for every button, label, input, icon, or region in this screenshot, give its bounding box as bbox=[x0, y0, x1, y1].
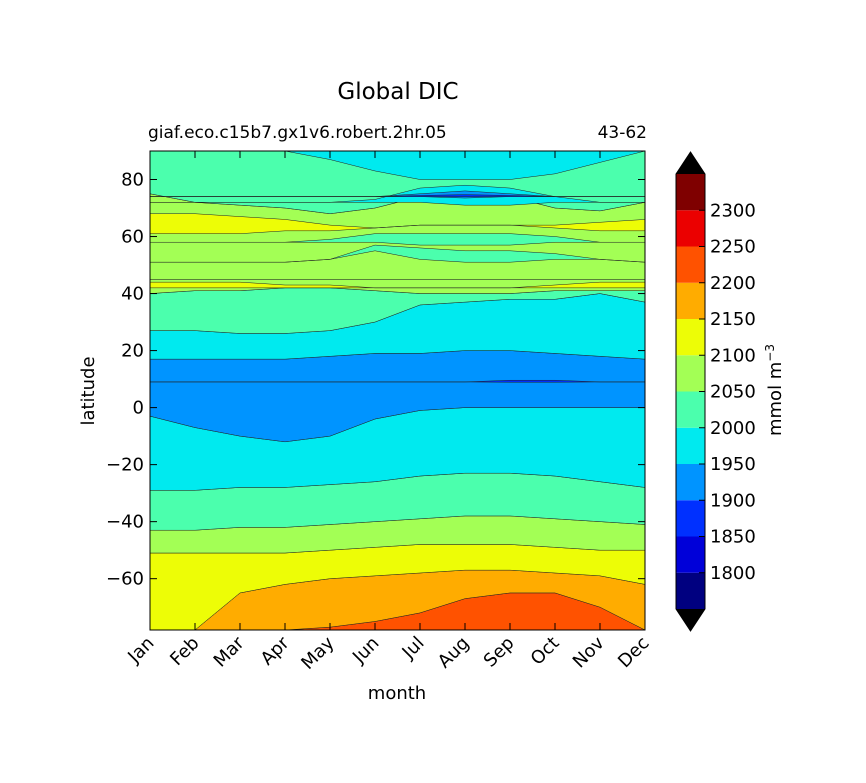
colorbar-segment bbox=[676, 174, 705, 211]
y-tick-label: 60 bbox=[121, 227, 144, 248]
y-tick-label: 0 bbox=[133, 398, 144, 419]
y-tick-label: −20 bbox=[106, 455, 144, 476]
y-axis-label: latitude bbox=[78, 356, 99, 425]
colorbar-segment bbox=[676, 536, 705, 573]
colorbar-segment bbox=[676, 464, 705, 501]
colorbar-tick-label: 2100 bbox=[710, 345, 756, 366]
colorbar-label-text: mmol m bbox=[765, 362, 786, 436]
contour-band-16 bbox=[150, 233, 645, 246]
colorbar-tick-label: 2300 bbox=[710, 200, 756, 221]
colorbar-tick-label: 1800 bbox=[710, 563, 756, 584]
colorbar: 1800 1850 1900 1950 2000 2050 2100 2150 2200 2250… bbox=[675, 151, 756, 632]
x-tick-label: Oct bbox=[527, 633, 564, 670]
contour-band-18 bbox=[150, 194, 645, 197]
colorbar-segment bbox=[676, 355, 705, 392]
colorbar-tick-label: 2000 bbox=[710, 418, 756, 439]
x-tick-label: May bbox=[297, 632, 338, 673]
contour-band-15 bbox=[150, 244, 645, 263]
colorbar-under-arrow bbox=[676, 609, 705, 631]
x-tick-label: Apr bbox=[257, 632, 294, 669]
colorbar-tick-label: 2200 bbox=[710, 273, 756, 294]
plot-frame bbox=[149, 150, 646, 631]
colorbar-tick-label: 2150 bbox=[710, 309, 756, 330]
colorbar-segment bbox=[676, 282, 705, 319]
x-tick-label: Sep bbox=[480, 633, 519, 672]
colorbar-label-exponent: −3 bbox=[763, 344, 777, 362]
y-axis: 80 60 40 20 0 −20 −40 −60 bbox=[106, 170, 645, 590]
plot-area bbox=[150, 151, 645, 630]
colorbar-segment bbox=[676, 210, 705, 247]
x-tick-label: Mar bbox=[210, 632, 249, 671]
x-tick-label: Jul bbox=[398, 633, 429, 664]
chart-title: Global DIC bbox=[337, 79, 458, 105]
x-tick-label: Aug bbox=[434, 633, 474, 673]
y-tick-label: −40 bbox=[106, 512, 144, 533]
colorbar-tick-label: 2050 bbox=[710, 382, 756, 403]
colorbar-tick-label: 2250 bbox=[710, 237, 756, 258]
colorbar-over-arrow bbox=[676, 152, 705, 174]
contour-band-19 bbox=[150, 379, 645, 383]
x-tick-label: Feb bbox=[166, 633, 203, 670]
y-tick-label: 40 bbox=[121, 284, 144, 305]
colorbar-tick-label: 1950 bbox=[710, 454, 756, 475]
colorbar-tick-label: 1850 bbox=[710, 527, 756, 548]
contour-band-12 bbox=[150, 213, 645, 234]
y-tick-label: 20 bbox=[121, 341, 144, 362]
contour-band-14 bbox=[150, 281, 645, 289]
x-axis-label: month bbox=[368, 683, 426, 704]
y-tick-label: −60 bbox=[106, 569, 144, 590]
x-tick-label: Jan bbox=[123, 633, 158, 668]
colorbar-segment bbox=[676, 572, 705, 609]
colorbar-segment bbox=[676, 319, 705, 356]
colorbar-segment bbox=[676, 500, 705, 537]
x-tick-label: Jun bbox=[348, 633, 383, 668]
colorbar-outline bbox=[675, 151, 706, 632]
colorbar-segment bbox=[676, 391, 705, 428]
chart-subtitle-left: giaf.eco.c15b7.gx1v6.robert.2hr.05 bbox=[148, 123, 447, 143]
x-tick-label: Dec bbox=[614, 633, 653, 672]
chart-subtitle-right: 43-62 bbox=[598, 123, 647, 143]
colorbar-tick-label: 1900 bbox=[710, 490, 756, 511]
y-tick-label: 80 bbox=[121, 170, 144, 191]
colorbar-segment bbox=[676, 427, 705, 464]
colorbar-segment bbox=[676, 246, 705, 283]
x-tick-label: Nov bbox=[569, 632, 609, 672]
colorbar-label: mmol m−3 bbox=[763, 344, 786, 436]
